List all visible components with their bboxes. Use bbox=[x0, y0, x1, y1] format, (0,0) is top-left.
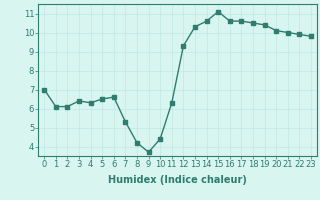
X-axis label: Humidex (Indice chaleur): Humidex (Indice chaleur) bbox=[108, 175, 247, 185]
